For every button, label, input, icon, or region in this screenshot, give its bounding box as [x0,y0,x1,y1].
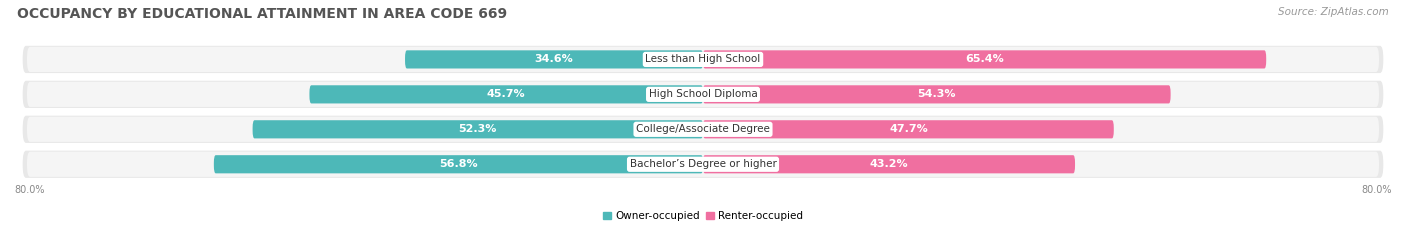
FancyBboxPatch shape [253,120,703,138]
Text: 52.3%: 52.3% [458,124,496,134]
FancyBboxPatch shape [27,117,1379,142]
Text: Less than High School: Less than High School [645,55,761,64]
Text: 43.2%: 43.2% [870,159,908,169]
FancyBboxPatch shape [703,50,1267,69]
Text: Source: ZipAtlas.com: Source: ZipAtlas.com [1278,7,1389,17]
Text: 54.3%: 54.3% [918,89,956,99]
Text: High School Diploma: High School Diploma [648,89,758,99]
Text: 65.4%: 65.4% [966,55,1004,64]
FancyBboxPatch shape [27,152,1379,177]
FancyBboxPatch shape [405,50,703,69]
Text: 80.0%: 80.0% [14,185,45,195]
FancyBboxPatch shape [703,120,1114,138]
FancyBboxPatch shape [22,81,1384,108]
Legend: Owner-occupied, Renter-occupied: Owner-occupied, Renter-occupied [599,207,807,226]
Text: 45.7%: 45.7% [486,89,526,99]
FancyBboxPatch shape [309,85,703,103]
Text: 56.8%: 56.8% [439,159,478,169]
FancyBboxPatch shape [703,155,1076,173]
FancyBboxPatch shape [22,116,1384,143]
FancyBboxPatch shape [27,82,1379,107]
Text: 34.6%: 34.6% [534,55,574,64]
FancyBboxPatch shape [27,47,1379,72]
Text: Bachelor’s Degree or higher: Bachelor’s Degree or higher [630,159,776,169]
FancyBboxPatch shape [214,155,703,173]
Text: 47.7%: 47.7% [889,124,928,134]
FancyBboxPatch shape [703,85,1171,103]
FancyBboxPatch shape [22,151,1384,178]
Text: 80.0%: 80.0% [1361,185,1392,195]
Text: College/Associate Degree: College/Associate Degree [636,124,770,134]
FancyBboxPatch shape [22,46,1384,73]
Text: OCCUPANCY BY EDUCATIONAL ATTAINMENT IN AREA CODE 669: OCCUPANCY BY EDUCATIONAL ATTAINMENT IN A… [17,7,508,21]
